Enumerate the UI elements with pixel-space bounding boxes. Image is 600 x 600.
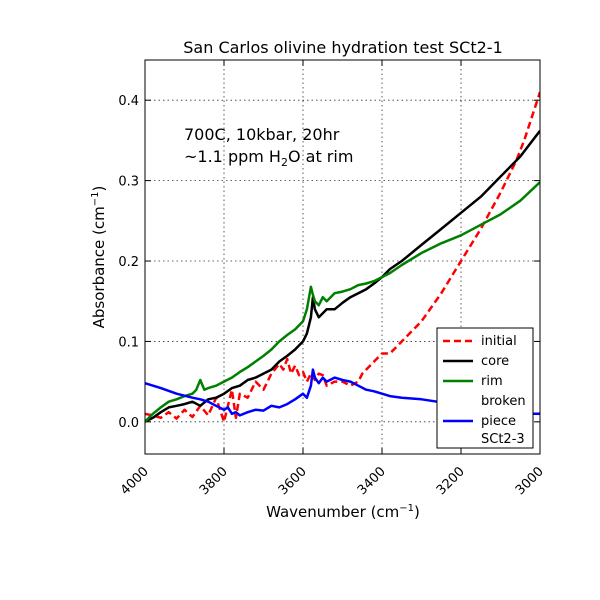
x-tick-label: 3200 <box>434 464 468 498</box>
series-line-rim <box>145 181 540 423</box>
legend-label-broken-piece-line1: broken <box>481 394 526 409</box>
x-tick-label: 3000 <box>513 464 547 498</box>
y-tick-label: 0.0 <box>118 416 139 431</box>
y-tick-label: 0.1 <box>118 335 139 350</box>
annotation-water: ~1.1 ppm H2O at rim <box>184 147 353 169</box>
x-axis-label: Wavenumber (cm−1) <box>266 503 420 521</box>
legend: initial core rim broken piece SCt2-3 <box>436 327 534 449</box>
y-tick-label: 0.2 <box>118 255 139 270</box>
chart-title: San Carlos olivine hydration test SCt2-1 <box>183 38 503 57</box>
x-tick-label: 3600 <box>276 464 310 498</box>
y-axis-label: Absorbance (cm−1) <box>90 186 108 329</box>
legend-label-broken-piece-line3: SCt2-3 <box>481 432 525 447</box>
legend-box <box>436 327 534 449</box>
y-axis-ticks: 0.0 0.1 0.2 0.3 0.4 <box>118 94 540 431</box>
x-tick-label: 3400 <box>355 464 389 498</box>
annotation-conditions: 700C, 10kbar, 20hr <box>184 125 340 144</box>
y-tick-label: 0.4 <box>118 94 139 109</box>
legend-label-rim: rim <box>481 374 503 389</box>
y-tick-label: 0.3 <box>118 175 139 190</box>
legend-label-core: core <box>481 354 509 369</box>
series-line-core <box>145 130 540 423</box>
legend-label-initial: initial <box>481 334 517 349</box>
x-tick-label: 4000 <box>118 464 152 498</box>
x-tick-label: 3800 <box>197 464 231 498</box>
legend-label-broken-piece-line2: piece <box>481 414 516 429</box>
plot-frame <box>144 59 541 455</box>
series-line-initial <box>145 91 540 424</box>
